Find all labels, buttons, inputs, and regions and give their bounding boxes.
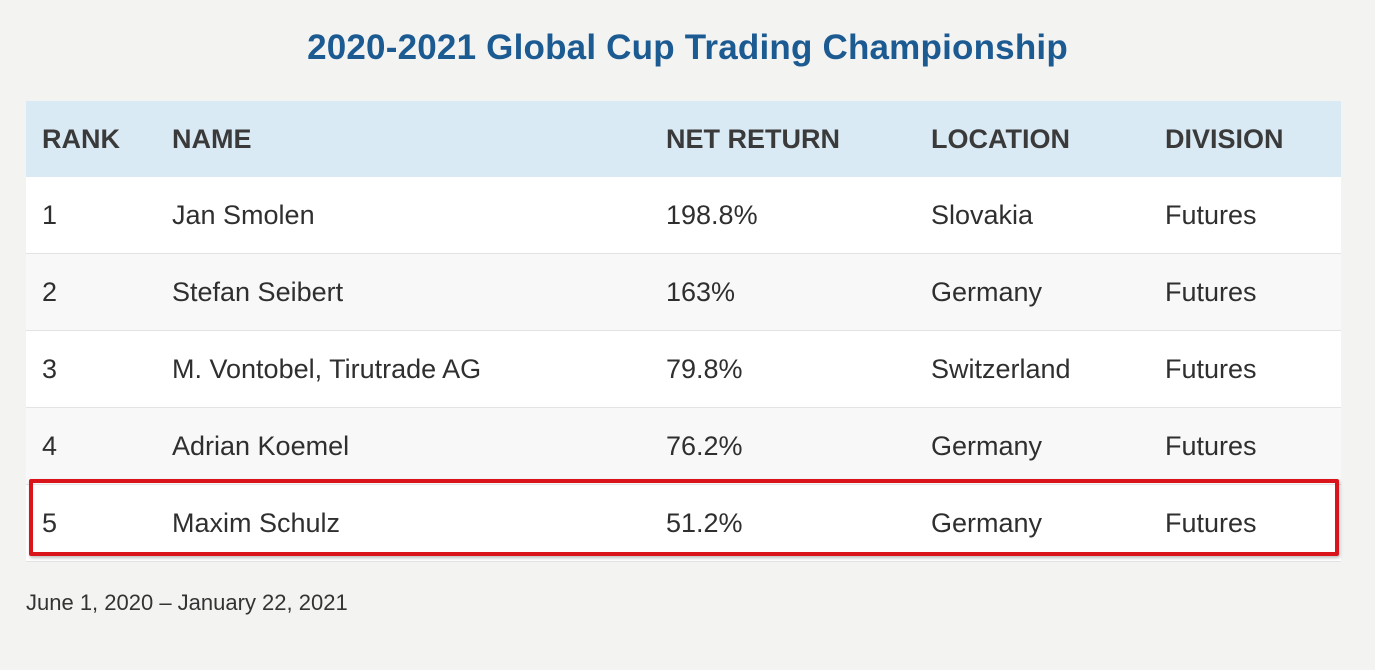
column-header-name: NAME: [172, 124, 252, 154]
location-cell: Germany: [931, 508, 1043, 538]
division-cell: Futures: [1165, 508, 1257, 538]
table-row: 2 Stefan Seibert 163% Germany Futures: [26, 254, 1341, 331]
division-cell: Futures: [1165, 431, 1257, 461]
location-cell: Switzerland: [931, 354, 1071, 384]
table-row: 3 M. Vontobel, Tirutrade AG 79.8% Switze…: [26, 331, 1341, 408]
rank-cell: 5: [42, 508, 58, 538]
name-cell: Maxim Schulz: [172, 508, 341, 538]
column-header-rank: RANK: [42, 124, 120, 154]
division-cell: Futures: [1165, 200, 1257, 230]
location-cell: Germany: [931, 431, 1043, 461]
table-row: 1 Jan Smolen 198.8% Slovakia Futures: [26, 177, 1341, 254]
name-cell: Stefan Seibert: [172, 277, 344, 307]
division-cell: Futures: [1165, 354, 1257, 384]
column-header-division: DIVISION: [1165, 124, 1284, 154]
rank-cell: 1: [42, 200, 58, 230]
net-return-cell: 163%: [666, 277, 736, 307]
table-row-highlighted: 5 Maxim Schulz 51.2% Germany Futures: [26, 485, 1341, 562]
date-range-note: June 1, 2020 – January 22, 2021: [26, 590, 348, 615]
table-row: 4 Adrian Koemel 76.2% Germany Futures: [26, 408, 1341, 485]
rank-cell: 3: [42, 354, 58, 384]
net-return-cell: 76.2%: [666, 431, 743, 461]
name-cell: Jan Smolen: [172, 200, 315, 230]
name-cell: M. Vontobel, Tirutrade AG: [172, 354, 482, 384]
net-return-cell: 198.8%: [666, 200, 758, 230]
column-header-net-return: NET RETURN: [666, 124, 840, 154]
table-header-row: RANK NAME NET RETURN LOCATION DIVISION: [26, 101, 1341, 177]
rank-cell: 2: [42, 277, 58, 307]
location-cell: Slovakia: [931, 200, 1034, 230]
rank-cell: 4: [42, 431, 58, 461]
column-header-location: LOCATION: [931, 124, 1070, 154]
page-title: 2020-2021 Global Cup Trading Championshi…: [307, 28, 1068, 67]
net-return-cell: 79.8%: [666, 354, 743, 384]
location-cell: Germany: [931, 277, 1043, 307]
division-cell: Futures: [1165, 277, 1257, 307]
standings-table: RANK NAME NET RETURN LOCATION DIVISION 1…: [26, 101, 1341, 562]
name-cell: Adrian Koemel: [172, 431, 350, 461]
net-return-cell: 51.2%: [666, 508, 743, 538]
